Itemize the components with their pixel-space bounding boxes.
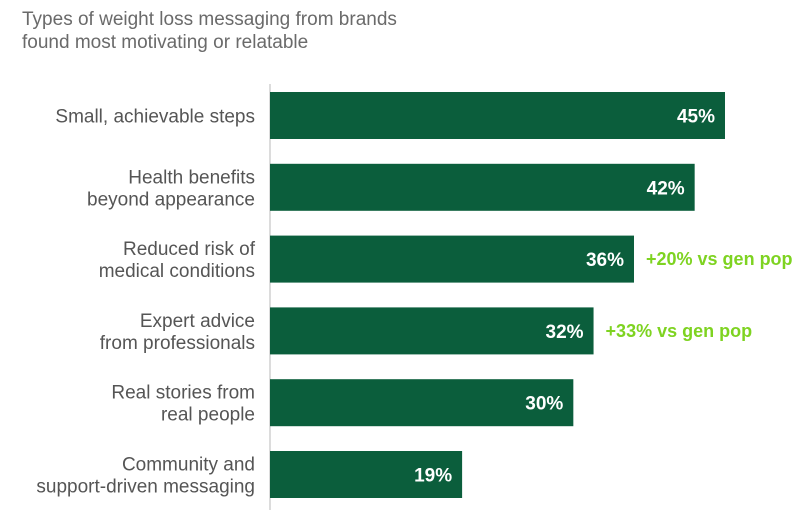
value-label-0: 45% <box>677 107 715 128</box>
bar-3 <box>270 307 594 355</box>
category-label-4-0: Real stories from <box>111 383 255 404</box>
category-label-4-1: real people <box>161 405 255 426</box>
annotation-label-3: +33% vs gen pop <box>606 321 753 341</box>
chart-title-line-2: found most motivating or relatable <box>22 32 309 53</box>
category-label-2-0: Reduced risk of <box>123 239 256 260</box>
value-label-1: 42% <box>647 178 685 199</box>
chart-title: Types of weight loss messaging from bran… <box>22 8 582 54</box>
bar-2 <box>270 235 634 283</box>
annotation-label-2: +20% vs gen pop <box>646 249 793 269</box>
category-label-3-1: from professionals <box>100 333 255 354</box>
value-label-4: 30% <box>525 394 563 415</box>
value-label-3: 32% <box>546 322 584 343</box>
value-label-5: 19% <box>414 466 452 487</box>
chart-title-line-1: Types of weight loss messaging from bran… <box>22 9 397 30</box>
value-label-2: 36% <box>586 250 624 271</box>
bar-4 <box>270 379 574 427</box>
category-label-1-0: Health benefits <box>128 167 255 188</box>
bar-1 <box>270 163 695 211</box>
category-label-3-0: Expert advice <box>140 311 255 332</box>
category-label-5-1: support-driven messaging <box>36 477 255 498</box>
category-label-0-0: Small, achievable steps <box>55 107 255 128</box>
bar-0 <box>270 92 725 139</box>
category-label-5-0: Community and <box>122 455 255 476</box>
category-label-1-1: beyond appearance <box>87 189 255 210</box>
bar-5 <box>270 451 463 498</box>
category-label-2-1: medical conditions <box>99 261 255 282</box>
